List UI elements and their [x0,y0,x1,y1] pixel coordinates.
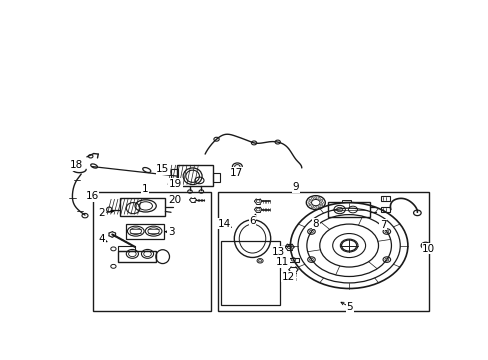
Bar [380,207,389,212]
Text: 1: 1 [142,184,148,194]
Text: 14: 14 [217,219,230,229]
Text: 18: 18 [69,160,83,170]
Text: 2: 2 [99,208,105,218]
Bar [213,174,220,182]
Bar [118,251,156,262]
Text: 11: 11 [275,257,288,267]
Text: 13: 13 [271,247,285,257]
Bar [177,165,213,186]
Bar [218,192,428,311]
Text: 10: 10 [421,244,434,254]
Bar [93,192,210,311]
Text: 19: 19 [169,179,182,189]
Bar [171,169,178,177]
Bar [287,258,298,262]
Bar [126,225,164,239]
Text: 7: 7 [379,220,386,230]
Text: 6: 6 [249,216,255,226]
Text: 5: 5 [346,302,352,312]
Bar [118,246,135,251]
Text: 9: 9 [292,183,299,192]
Bar [380,196,389,201]
Bar [221,242,279,305]
Text: 12: 12 [281,271,295,282]
Text: 20: 20 [168,195,181,205]
Text: 15: 15 [156,164,169,174]
Bar [327,202,369,217]
Text: 16: 16 [85,191,99,201]
Text: 8: 8 [312,219,319,229]
Text: 17: 17 [229,168,243,178]
Bar [120,198,165,216]
Text: 3: 3 [167,227,174,237]
Bar [341,200,350,202]
Text: 4: 4 [99,234,105,244]
